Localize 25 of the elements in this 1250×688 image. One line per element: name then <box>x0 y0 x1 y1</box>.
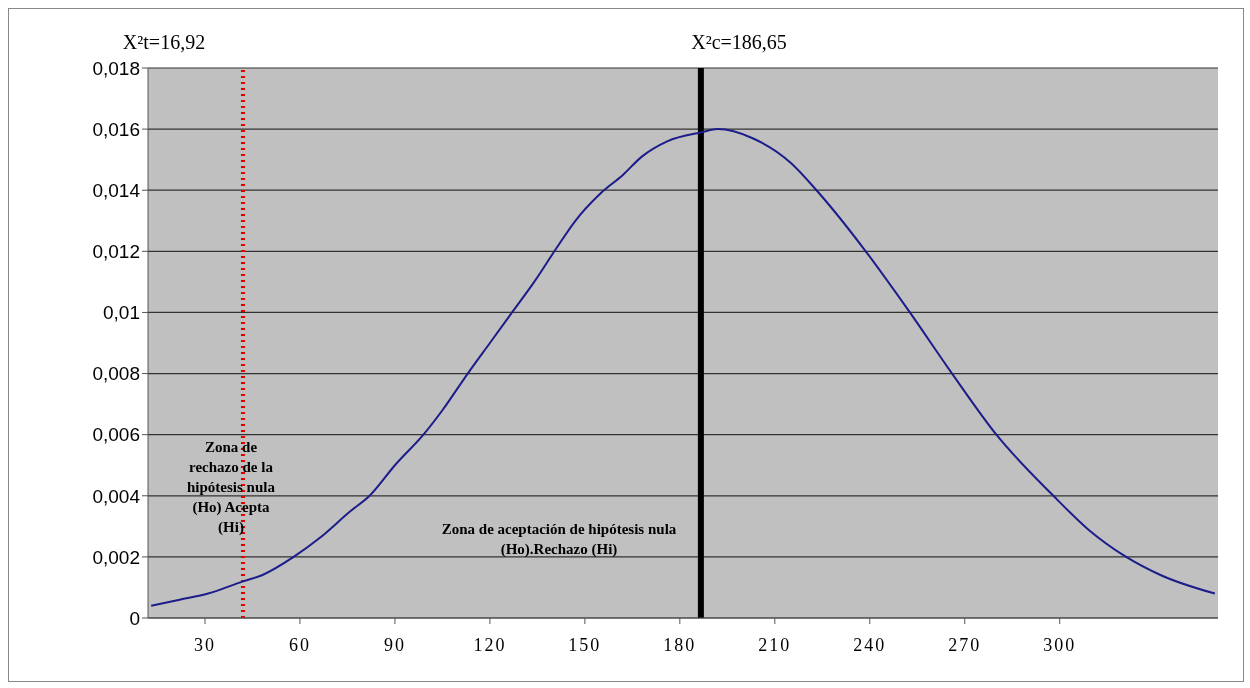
x-tick-label: 180 <box>663 634 697 655</box>
x-tick-label: 90 <box>383 634 406 655</box>
x-tick-label: 60 <box>288 634 311 655</box>
x-tick-label: 300 <box>1043 634 1077 655</box>
y-tick-label: 0,008 <box>92 363 140 385</box>
x-tick-label: 270 <box>948 634 982 655</box>
x-tick-label: 210 <box>758 634 792 655</box>
x-tick-label: 30 <box>193 634 216 655</box>
x-tick-label: 120 <box>473 634 507 655</box>
y-tick-label: 0,01 <box>103 302 140 324</box>
y-tick-label: 0 <box>129 607 140 629</box>
y-tick-label: 0,006 <box>92 424 140 446</box>
y-tick-label: 0,002 <box>92 546 140 568</box>
y-tick-label: 0,018 <box>92 57 140 79</box>
text: X²c=186,65 <box>690 31 788 54</box>
y-tick-label: 0,004 <box>92 485 141 507</box>
x-tick-label: 240 <box>853 634 887 655</box>
annotation: Zona de aceptación de hipótesis nula (Ho).Rechazo (Hi) <box>440 520 678 559</box>
y-tick-label: 0,014 <box>92 179 141 201</box>
annotation: Zona de rechazo de la hipótesis nula (Ho) Acepta (Hi) <box>186 438 276 537</box>
y-tick-label: 0,012 <box>92 241 140 263</box>
x-tick-label: 150 <box>568 634 602 655</box>
text: X²t=16,92 <box>121 31 207 54</box>
y-tick-label: 0,016 <box>92 118 140 140</box>
line-series <box>150 128 1216 607</box>
